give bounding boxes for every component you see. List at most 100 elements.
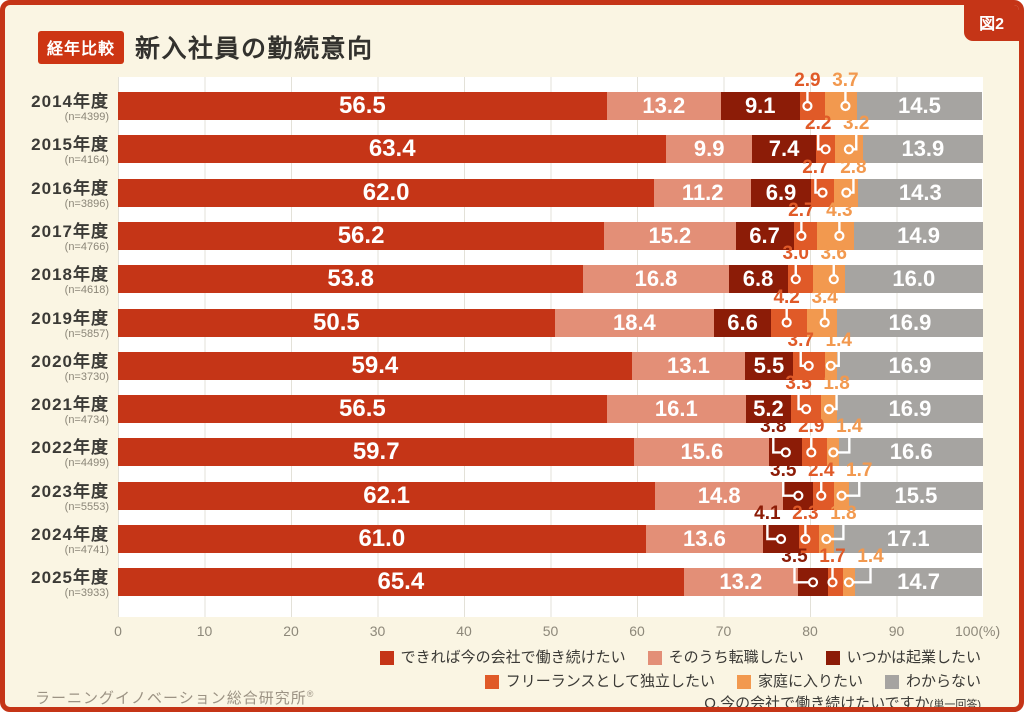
year-label: 2016年度 (n=3896) <box>31 179 109 211</box>
bar-segment: 16.6 <box>839 438 983 467</box>
segment-value-label: 14.7 <box>897 569 940 595</box>
callout-hook-ring <box>817 187 828 198</box>
bar-segment <box>790 395 822 424</box>
callout-value: 3.5 <box>781 546 808 568</box>
sample-size-label: (n=4766) <box>64 240 109 253</box>
bar-segment <box>813 481 835 510</box>
callout-hook <box>793 565 810 584</box>
bar-row: 61.0 13.6 17.1 <box>118 525 983 553</box>
legend-row-1: できれば今の会社で働き続けたい そのうち転職したい いつかは起業したい <box>358 646 981 670</box>
callout-hook-ring <box>841 187 852 198</box>
legend-and-question: できれば今の会社で働き続けたい そのうち転職したい いつかは起業したい フリーランス… <box>358 646 981 707</box>
sample-size-label: (n=5857) <box>64 327 109 340</box>
callout-hook-ring <box>820 144 831 155</box>
bar-segment <box>816 135 836 164</box>
bar-segment: 50.5 <box>118 308 555 337</box>
callout-hook-ring <box>843 577 855 588</box>
callout-hook-ring <box>802 100 813 112</box>
callout-value: 2.9 <box>798 416 825 438</box>
x-tick-label: 30 <box>369 623 386 639</box>
callout-value: 4.1 <box>754 503 781 524</box>
bar-segment: 14.7 <box>854 568 983 597</box>
bar-segment: 17.1 <box>834 525 983 553</box>
callout-value: 2.7 <box>788 199 815 221</box>
callout-hook <box>849 175 855 194</box>
bar-segment: 13.2 <box>606 92 721 120</box>
sample-size-label: (n=3896) <box>64 197 109 210</box>
bar-segment: 11.2 <box>654 178 752 207</box>
bar-segment: 5.5 <box>745 351 793 380</box>
callout-hook <box>817 132 823 151</box>
year-label: 2019年度 (n=5857) <box>31 309 109 341</box>
bar-segment: 13.9 <box>862 135 983 164</box>
callout-hook <box>782 478 796 497</box>
year-label: 2014年度 (n=4399) <box>31 92 109 124</box>
sample-size-label: (n=4399) <box>64 111 109 123</box>
bar-segment <box>824 351 837 380</box>
legend-label: フリーランスとして独立したい <box>505 673 715 690</box>
callout-hook <box>836 435 851 454</box>
year-label: 2018年度 (n=4618) <box>31 265 109 297</box>
callout-hook <box>844 478 861 497</box>
bar-row: 56.5 13.2 9.1 14.5 <box>118 92 983 120</box>
callout-hook-ring <box>780 447 791 458</box>
bar-segment <box>842 568 855 597</box>
year-label: 2022年度 (n=4499) <box>31 438 109 470</box>
header: 経年比較 新入社員の勤続意向 <box>38 29 374 65</box>
callout-hook <box>797 391 803 411</box>
legend-item: わからない <box>884 670 981 694</box>
bar-segment <box>834 481 849 510</box>
source-name: ラーニングイノベーション総合研究所 <box>35 690 307 707</box>
segment-value-label: 56.5 <box>339 395 386 423</box>
callout-value: 3.8 <box>760 416 787 438</box>
segment-value-label: 16.9 <box>888 309 932 335</box>
segment-value-label: 6.8 <box>742 266 774 292</box>
callout-value: 3.2 <box>843 113 870 135</box>
segment-value-label: 9.1 <box>744 93 776 118</box>
header-badge: 経年比較 <box>38 30 125 64</box>
bar-segment: 14.5 <box>856 92 983 120</box>
bar-segment: 63.4 <box>118 135 667 164</box>
callout-value: 2.9 <box>794 70 821 91</box>
callout-value: 3.4 <box>811 286 838 308</box>
year-label: 2023年度 (n=5553) <box>31 482 109 514</box>
callout-value: 1.4 <box>857 546 884 568</box>
segment-value-label: 53.8 <box>327 265 375 293</box>
callout-hook-ring <box>825 360 836 371</box>
callout-hook-lines <box>766 88 872 588</box>
segment-value-label: 5.5 <box>753 352 785 378</box>
legend-item: いつかは起業したい <box>825 646 981 670</box>
year-text: 2021年度 <box>31 395 109 415</box>
bar-segment <box>771 308 808 337</box>
page-title: 新入社員の勤続意向 <box>135 35 374 63</box>
chart-plot-area: 56.5 13.2 9.1 14.5 2.9 3.7 63.4 9.9 7.4 13.9 2.2 3.… <box>118 71 983 617</box>
callout-value: 2.7 <box>802 156 829 178</box>
legend-item: そのうち転職したい <box>647 646 804 670</box>
legend-swatch-icon <box>647 651 662 665</box>
legend-label: そのうち転職したい <box>668 649 804 666</box>
year-text: 2023年度 <box>31 481 109 501</box>
legend-label: できれば今の会社で働き続けたい <box>400 649 626 666</box>
bar-row: 63.4 9.9 7.4 13.9 <box>118 135 983 164</box>
bar-segment: 15.6 <box>634 438 770 467</box>
bar-segment: 9.9 <box>666 135 753 164</box>
segment-value-label: 6.9 <box>765 179 797 205</box>
callout-value: 2.8 <box>840 156 867 178</box>
year-text: 2018年度 <box>31 265 109 285</box>
legend-swatch-icon <box>884 675 899 689</box>
bar-row: 62.1 14.8 15.5 <box>118 481 983 510</box>
legend-item: フリーランスとして独立したい <box>484 670 715 694</box>
year-text: 2025年度 <box>31 568 109 588</box>
callout-value: 3.0 <box>782 243 809 265</box>
callout-hook-ring <box>790 274 801 285</box>
callout-hook <box>829 521 845 541</box>
bar-segment: 6.7 <box>735 221 794 250</box>
year-label: 2020年度 (n=3730) <box>31 352 109 384</box>
callout-hook <box>832 391 838 411</box>
bar-segment: 16.1 <box>606 395 746 424</box>
bar-segment: 15.2 <box>604 221 736 250</box>
bar-segment: 15.5 <box>848 481 983 510</box>
bar-segment <box>835 135 863 164</box>
callout-value: 2.3 <box>792 503 819 524</box>
